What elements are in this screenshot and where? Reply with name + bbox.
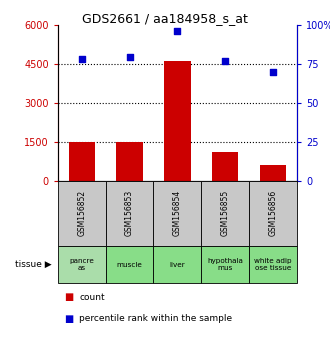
Text: liver: liver [170, 262, 185, 268]
Point [271, 69, 276, 74]
Point [223, 58, 228, 63]
Text: GSM156854: GSM156854 [173, 190, 182, 236]
Text: GSM156853: GSM156853 [125, 190, 134, 236]
Point [175, 28, 180, 34]
Point [127, 55, 132, 60]
Bar [164, 61, 190, 181]
Bar [260, 165, 286, 181]
Bar [116, 142, 143, 181]
Text: GSM156856: GSM156856 [269, 190, 278, 236]
Text: GSM156852: GSM156852 [77, 190, 86, 236]
Text: hypothala
mus: hypothala mus [207, 258, 243, 271]
Text: muscle: muscle [116, 262, 143, 268]
Text: ■: ■ [64, 314, 74, 324]
Text: white adip
ose tissue: white adip ose tissue [254, 258, 292, 271]
Bar [212, 152, 238, 181]
Text: GSM156855: GSM156855 [221, 190, 230, 236]
Text: percentile rank within the sample: percentile rank within the sample [79, 314, 232, 323]
Text: ■: ■ [64, 292, 74, 302]
Text: GDS2661 / aa184958_s_at: GDS2661 / aa184958_s_at [82, 12, 248, 25]
Text: count: count [79, 293, 105, 302]
Text: tissue ▶: tissue ▶ [15, 260, 51, 269]
Text: pancre
as: pancre as [69, 258, 94, 271]
Bar [69, 142, 95, 181]
Point [79, 56, 84, 62]
